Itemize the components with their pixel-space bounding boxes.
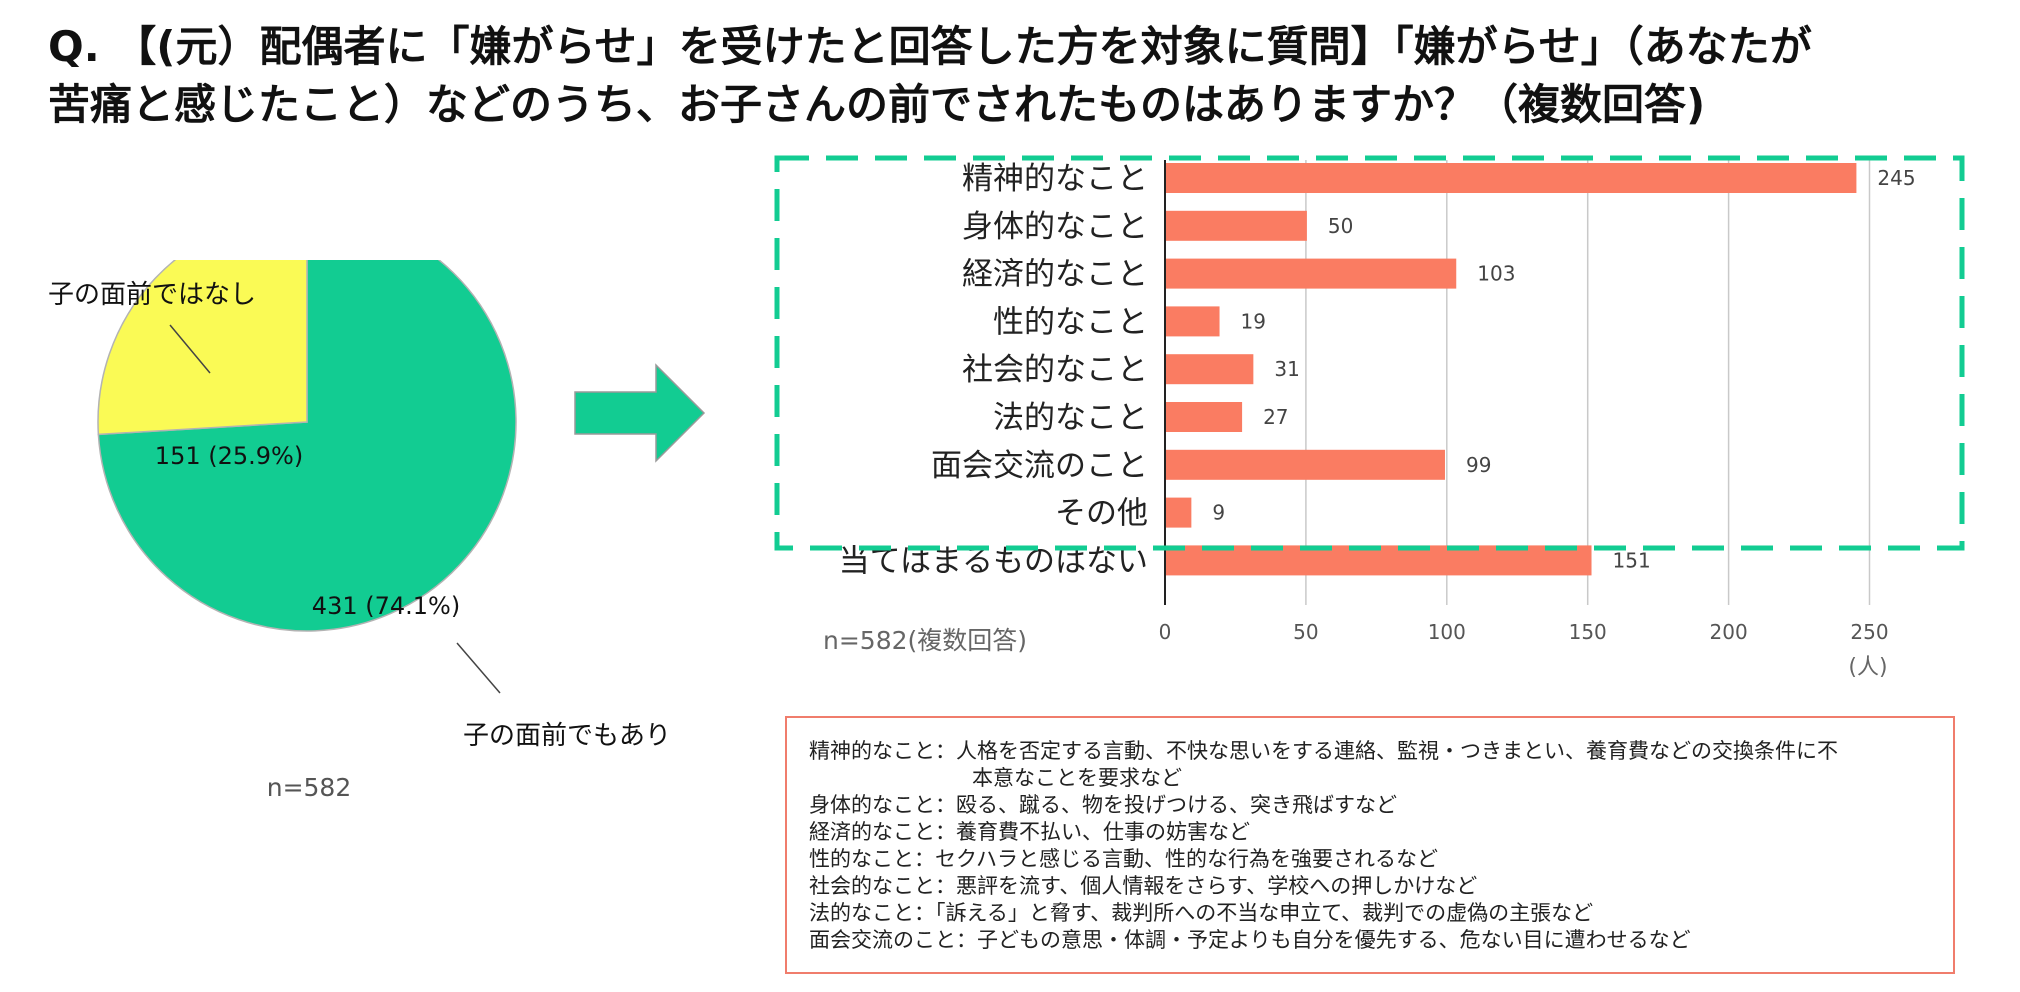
value-label-3: 103 <box>1477 262 1515 286</box>
category-label-8: その他 <box>1055 496 1148 532</box>
x-tick-label-4: 150 <box>1569 620 1607 644</box>
definition-line-4: 経済的なこと：養育費不払い、仕事の妨害など <box>809 820 1250 844</box>
pie-sample-size-note: n=582 <box>267 773 352 802</box>
definition-line-6: 社会的なこと：悪評を流す、個人情報をさらす、学校への押しかけなど <box>809 874 1478 898</box>
pie-value-label-2: 151 (25.9%) <box>155 442 303 470</box>
category-label-1: 精神的なこと <box>962 161 1148 197</box>
x-tick-label-1: 0 <box>1159 620 1172 644</box>
pie-category-label-1: 子の面前でもあり <box>463 721 671 751</box>
bar-6 <box>1166 402 1243 432</box>
definition-line-7: 法的なこと：「訴える」と脅す、裁判所への不当な申立て、裁判での虚偽の主張など <box>809 901 1594 925</box>
definitions-box: 精神的なこと：人格を否定する言動、不快な思いをする連絡、監視・つきまとい、養育費… <box>785 716 1955 974</box>
category-label-4: 性的なこと <box>993 304 1148 340</box>
value-label-5: 31 <box>1274 357 1299 381</box>
pie-slice-1 <box>97 260 517 632</box>
x-tick-label-5: 200 <box>1710 620 1748 644</box>
value-label-8: 9 <box>1212 501 1225 525</box>
value-label-4: 19 <box>1241 309 1266 333</box>
category-label-6: 法的なこと <box>993 400 1148 436</box>
definition-line-3: 身体的なこと：殴る、蹴る、物を投げつける、突き飛ばすなど <box>809 793 1397 817</box>
pie-category-label-2: 子の面前ではなし <box>48 280 256 310</box>
bar-5 <box>1166 354 1254 385</box>
right-arrow-icon <box>574 363 706 463</box>
x-tick-label-2: 50 <box>1293 620 1318 644</box>
pie-value-label-1: 431 (74.1%) <box>312 592 460 620</box>
category-label-7: 面会交流のこと <box>931 448 1148 484</box>
pie-leader-line-1 <box>456 642 501 694</box>
pie-slice-2 <box>97 260 308 436</box>
bar-sample-size-note: n=582(複数回答) <box>823 626 1027 655</box>
category-label-2: 身体的なこと <box>962 209 1148 245</box>
definition-line-1: 精神的なこと：人格を否定する言動、不快な思いをする連絡、監視・つきまとい、養育費… <box>809 739 1838 763</box>
value-label-7: 99 <box>1466 453 1491 477</box>
category-label-5: 社会的なこと <box>962 352 1148 388</box>
title-line-2: 苦痛と感じたこと）などのうち、お子さんの前でされたものはありますか？（複数回答) <box>48 80 1706 129</box>
pie-leader-line-2 <box>169 324 211 374</box>
bar-1 <box>1166 163 1857 193</box>
x-axis-unit-label: (人) <box>1848 655 1887 680</box>
bar-7 <box>1166 449 1445 480</box>
bar-4 <box>1166 306 1220 337</box>
pie-chart: 431 (74.1%) 151 (25.9%) 子の面前でもあり 子の面前ではなし n=… <box>48 260 671 802</box>
value-label-6: 27 <box>1263 405 1288 429</box>
title-line-1: Q. 【(元）配偶者に「嫌がらせ」を受けたと回答した方を対象に質問】「嫌がらせ」… <box>48 22 1812 71</box>
highlight-frame <box>774 155 1965 551</box>
bar-2 <box>1166 210 1307 241</box>
bar-8 <box>1166 497 1192 528</box>
bar-3 <box>1166 258 1457 289</box>
value-label-9: 151 <box>1613 548 1651 572</box>
x-tick-label-3: 100 <box>1428 620 1466 644</box>
bar-chart: 精神的なこと 245 身体的なこと 50 経済的なこと 103 性的なこと 19 社会的なこと 3… <box>774 155 1965 680</box>
chart-title: Q. 【(元）配偶者に「嫌がらせ」を受けたと回答した方を対象に質問】「嫌がらせ」… <box>48 18 2008 134</box>
value-label-2: 50 <box>1328 214 1353 238</box>
definition-line-8: 面会交流のこと：子どもの意思・体調・予定よりも自分を優先する、危ない目に遭わせる… <box>809 928 1691 952</box>
x-tick-label-6: 250 <box>1850 620 1888 644</box>
value-label-1: 245 <box>1877 166 1915 190</box>
category-label-3: 経済的なこと <box>962 257 1148 293</box>
definition-line-5: 性的なこと：セクハラと感じる言動、性的な行為を強要されるなど <box>809 847 1438 871</box>
definition-line-2: 本意なことを要求など <box>972 766 1182 790</box>
